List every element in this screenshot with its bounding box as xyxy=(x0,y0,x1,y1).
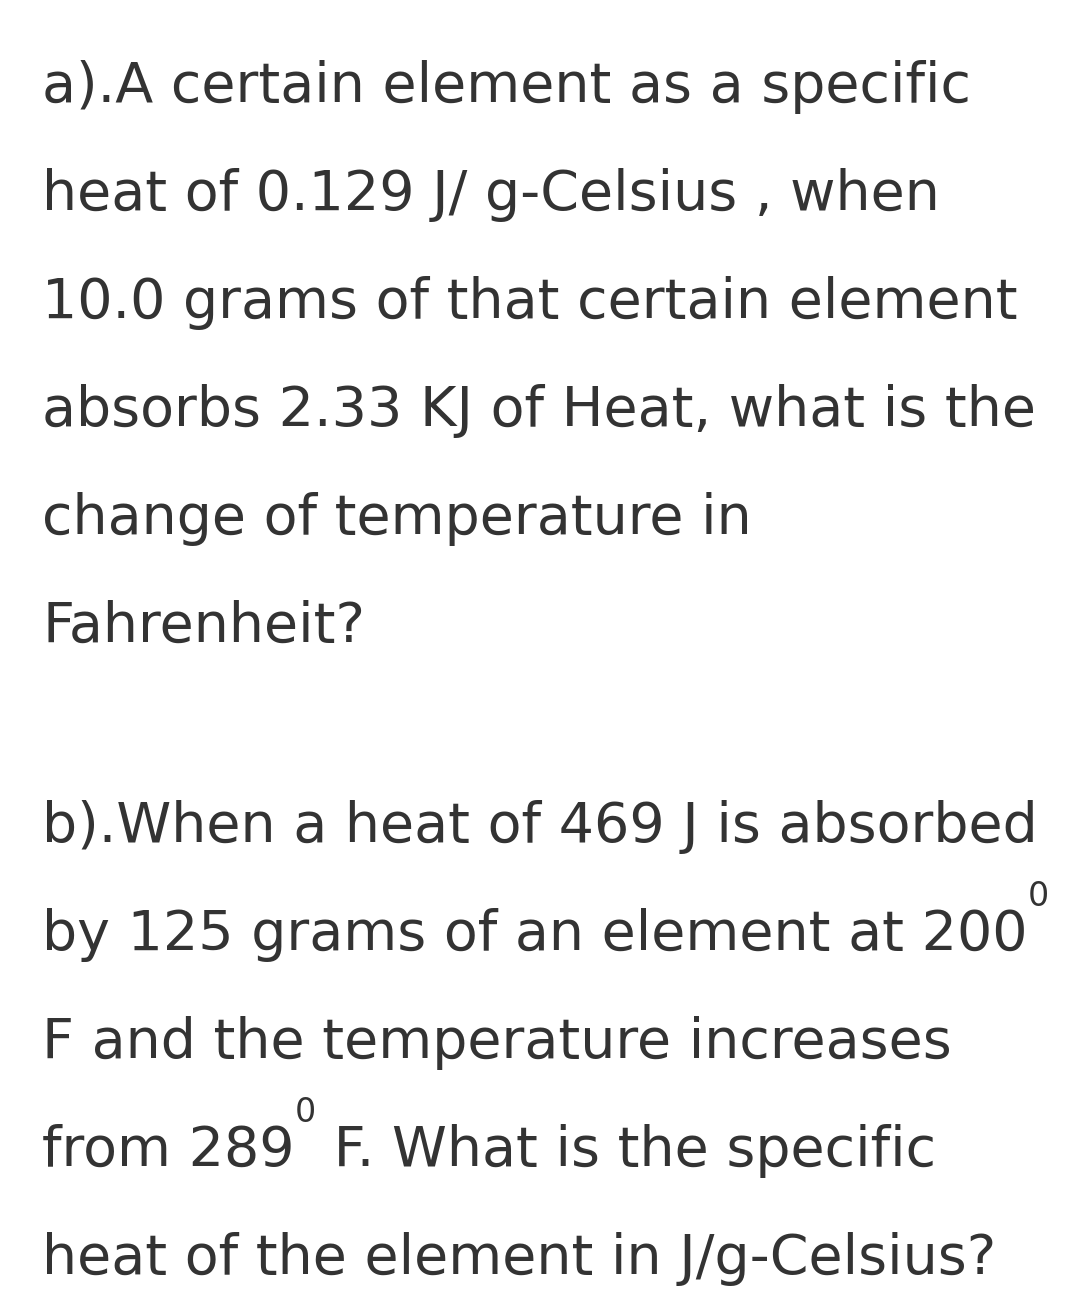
Text: heat of the element in J/g-Celsius?: heat of the element in J/g-Celsius? xyxy=(42,1232,996,1286)
Text: by 125 grams of an element at 200: by 125 grams of an element at 200 xyxy=(42,908,1027,963)
Text: F. What is the specific: F. What is the specific xyxy=(315,1124,936,1178)
Text: a).A certain element as a specific: a).A certain element as a specific xyxy=(42,60,971,114)
Text: change of temperature in: change of temperature in xyxy=(42,492,752,546)
Text: 10.0 grams of that certain element: 10.0 grams of that certain element xyxy=(42,276,1017,330)
Text: 0: 0 xyxy=(295,1096,315,1128)
Text: from 289: from 289 xyxy=(42,1124,295,1178)
Text: heat of 0.129 J/ g-Celsius , when: heat of 0.129 J/ g-Celsius , when xyxy=(42,168,940,222)
Text: 0: 0 xyxy=(1027,880,1049,913)
Text: F and the temperature increases: F and the temperature increases xyxy=(42,1016,951,1070)
Text: Fahrenheit?: Fahrenheit? xyxy=(42,599,365,654)
Text: absorbs 2.33 KJ of Heat, what is the: absorbs 2.33 KJ of Heat, what is the xyxy=(42,384,1036,438)
Text: b).When a heat of 469 J is absorbed: b).When a heat of 469 J is absorbed xyxy=(42,801,1038,854)
